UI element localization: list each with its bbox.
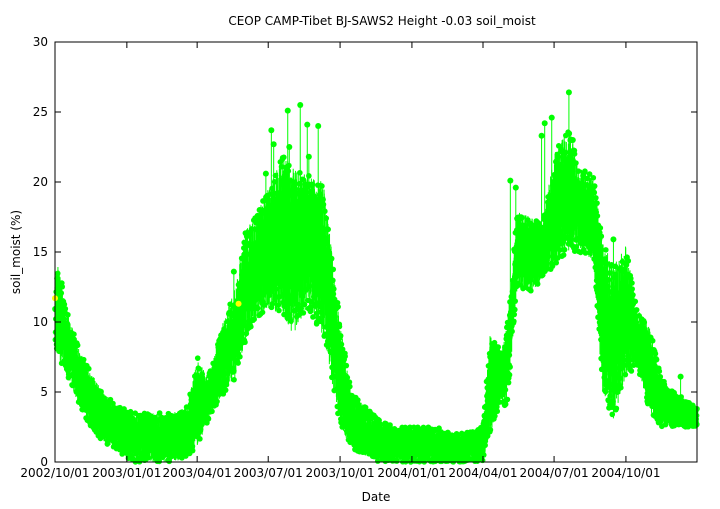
data-point [248, 324, 254, 330]
data-point [330, 267, 336, 273]
data-point [190, 448, 196, 454]
data-point [330, 278, 336, 284]
data-point [319, 183, 325, 189]
data-point [339, 341, 345, 347]
data-point [507, 364, 513, 370]
data-point [255, 305, 261, 311]
data-point [511, 318, 517, 324]
data-point [71, 331, 77, 337]
data-point [344, 363, 350, 369]
data-point [335, 304, 341, 310]
data-point [276, 308, 282, 314]
data-point [81, 357, 87, 363]
y-axis-title: soil_moist (%) [9, 210, 23, 294]
data-point [237, 354, 243, 360]
data-point [494, 408, 500, 414]
data-point [507, 372, 513, 378]
data-point [337, 324, 343, 330]
data-point [231, 377, 237, 383]
data-point [519, 215, 525, 221]
data-point [260, 310, 266, 316]
data-point [281, 154, 287, 160]
data-point [63, 306, 69, 312]
data-point [511, 312, 517, 318]
data-point [59, 284, 65, 290]
data-point [301, 310, 307, 316]
series-soil-moist [52, 89, 700, 464]
data-point [145, 455, 151, 461]
data-point [528, 288, 534, 294]
data-point [196, 366, 202, 372]
data-point [242, 339, 248, 345]
data-point [206, 416, 212, 422]
chart-title: CEOP CAMP-Tibet BJ-SAWS2 Height -0.03 so… [228, 14, 536, 28]
data-point [495, 344, 501, 350]
data-point [505, 397, 511, 403]
data-point [329, 256, 335, 262]
data-point [223, 387, 229, 393]
data-point [65, 312, 71, 318]
data-point [195, 355, 201, 361]
data-point [75, 342, 81, 348]
data-point [325, 227, 331, 233]
plot-area [52, 89, 700, 464]
x-axis-title: Date [362, 490, 391, 504]
data-point [98, 389, 104, 395]
data-point [86, 366, 92, 372]
data-point [509, 329, 515, 335]
